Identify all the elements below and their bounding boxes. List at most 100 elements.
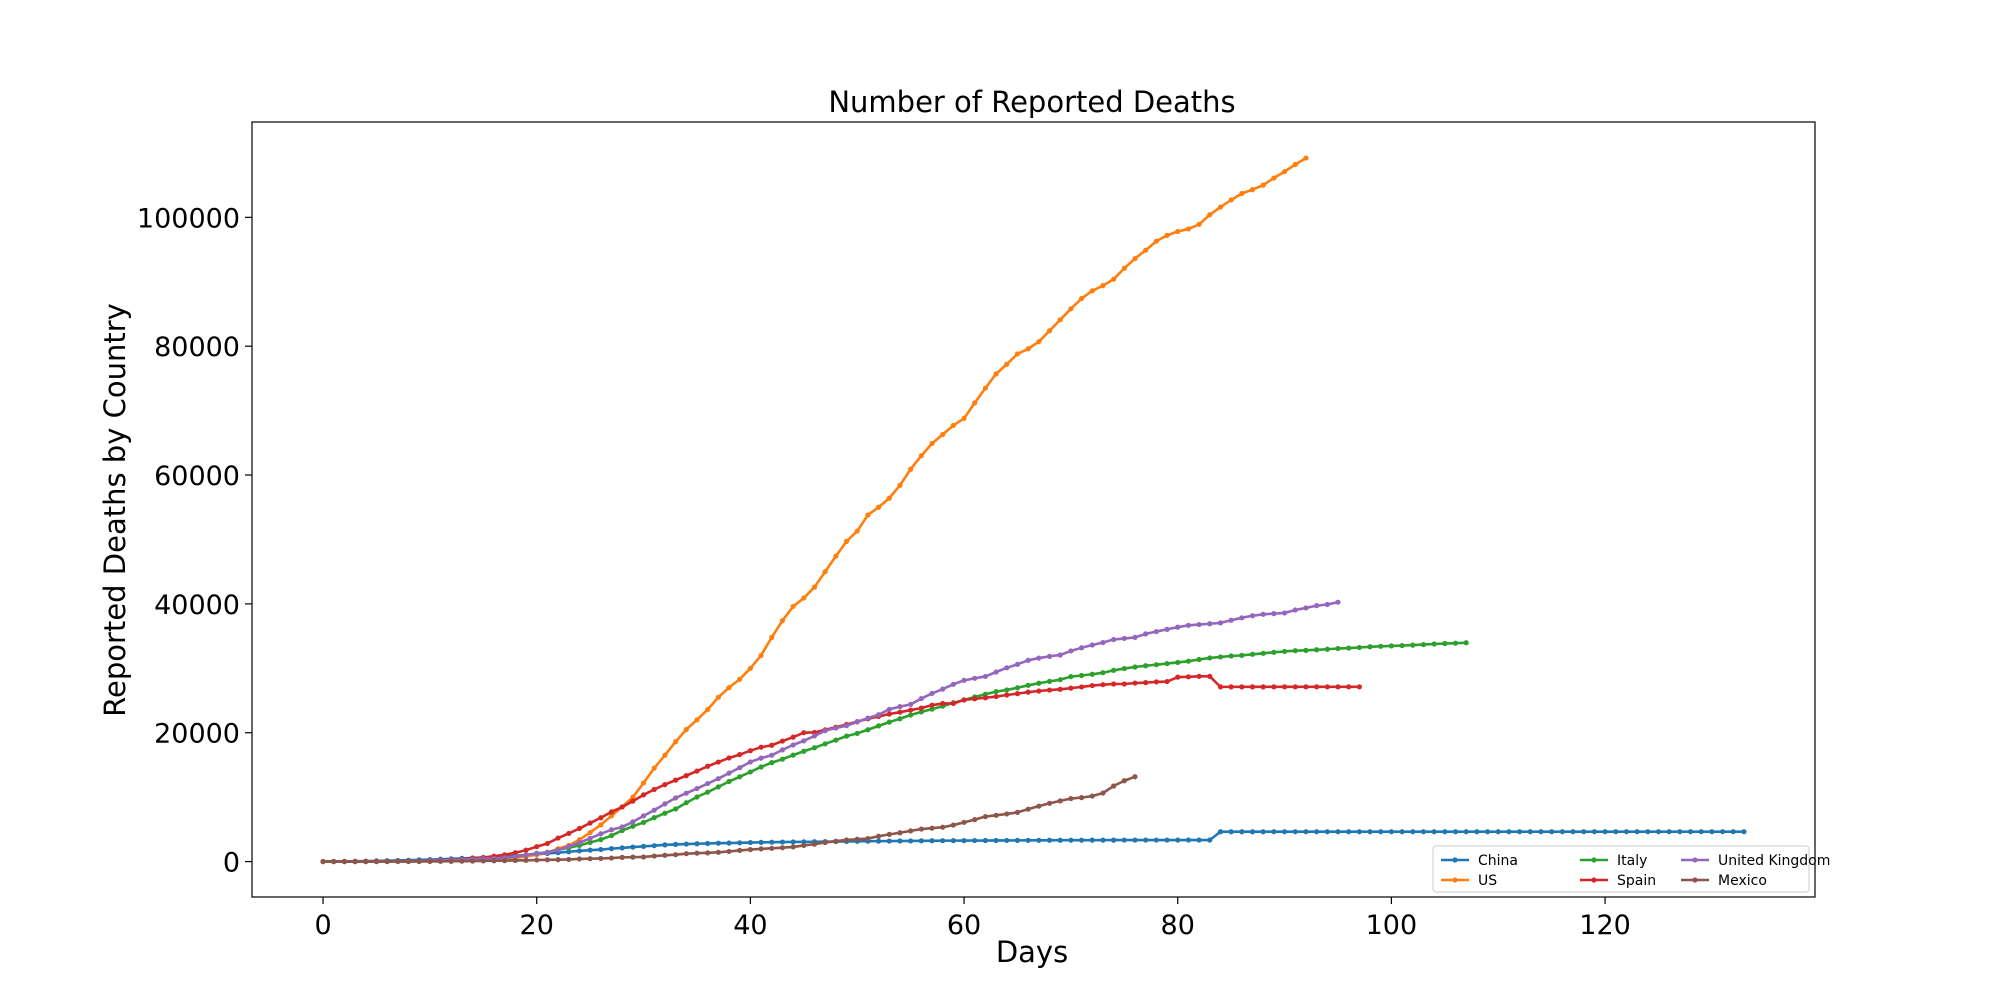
- data-point: [1025, 806, 1031, 812]
- data-point: [737, 774, 743, 780]
- data-point: [972, 817, 978, 823]
- data-point: [1271, 829, 1277, 835]
- data-point: [1057, 837, 1063, 843]
- data-point: [886, 719, 892, 725]
- data-point: [1207, 837, 1213, 843]
- data-point: [651, 815, 657, 821]
- data-point: [1228, 829, 1234, 835]
- data-point: [437, 858, 444, 864]
- data-point: [673, 806, 679, 812]
- data-point: [1506, 829, 1512, 835]
- data-point: [1014, 837, 1021, 843]
- data-point: [1303, 829, 1309, 835]
- data-point: [555, 847, 561, 853]
- data-point: [897, 704, 903, 710]
- data-point: [1036, 655, 1042, 661]
- data-point: [544, 840, 551, 847]
- data-point: [1004, 665, 1010, 671]
- data-point: [1239, 684, 1245, 690]
- data-point: [1346, 829, 1352, 835]
- data-point: [1217, 829, 1224, 835]
- data-point: [1132, 837, 1138, 843]
- data-point: [908, 712, 914, 718]
- data-point: [1367, 829, 1373, 835]
- data-point: [1121, 837, 1127, 843]
- x-axis-label: Days: [996, 935, 1068, 969]
- data-point: [1314, 647, 1320, 653]
- data-point: [737, 847, 743, 854]
- data-point: [1239, 615, 1245, 621]
- data-point: [886, 831, 892, 837]
- data-point: [1228, 197, 1234, 203]
- data-point: [790, 844, 796, 850]
- data-point: [630, 854, 636, 860]
- data-point: [1314, 603, 1320, 609]
- data-point: [1303, 647, 1309, 653]
- legend-label: Spain: [1617, 873, 1656, 889]
- data-point: [886, 838, 892, 844]
- data-point: [779, 756, 786, 762]
- data-point: [769, 742, 775, 748]
- data-point: [566, 830, 572, 837]
- data-point: [1100, 670, 1106, 676]
- data-point: [875, 833, 882, 839]
- data-point: [875, 712, 882, 718]
- data-point: [1046, 687, 1053, 693]
- data-point: [1068, 837, 1074, 843]
- data-point: [1324, 684, 1330, 690]
- data-point: [459, 858, 465, 864]
- data-point: [640, 819, 647, 826]
- data-point: [747, 839, 753, 846]
- data-point: [1228, 684, 1234, 690]
- data-point: [843, 837, 850, 843]
- data-point: [822, 839, 828, 846]
- data-point: [1057, 686, 1063, 692]
- data-point: [566, 843, 572, 850]
- data-point: [640, 843, 647, 849]
- data-point: [1185, 674, 1192, 680]
- data-point: [897, 830, 903, 836]
- data-point: [1271, 611, 1277, 617]
- data-point: [940, 824, 946, 830]
- data-point: [1303, 605, 1309, 611]
- data-point: [1014, 351, 1021, 357]
- data-point: [384, 858, 390, 865]
- data-point: [1602, 829, 1608, 835]
- data-point: [1217, 654, 1224, 660]
- data-point: [737, 765, 743, 771]
- data-point: [950, 700, 956, 707]
- x-tick-label: 60: [947, 910, 981, 941]
- data-point: [982, 385, 989, 391]
- data-point: [1677, 829, 1683, 835]
- data-point: [1410, 829, 1416, 835]
- data-point: [726, 840, 732, 846]
- data-point: [726, 685, 732, 691]
- data-point: [1025, 837, 1031, 843]
- data-point: [1324, 829, 1330, 835]
- y-tick-label: 0: [223, 848, 240, 879]
- data-point: [801, 842, 807, 849]
- data-point: [1014, 691, 1021, 697]
- legend-item-mexico: Mexico: [1681, 873, 1767, 889]
- data-point: [640, 792, 647, 798]
- data-point: [587, 835, 593, 841]
- data-point: [908, 838, 914, 844]
- data-point: [512, 854, 518, 860]
- data-point: [1463, 640, 1469, 646]
- data-point: [1185, 837, 1192, 843]
- data-point: [630, 794, 636, 800]
- data-point: [683, 726, 689, 733]
- data-point: [833, 838, 839, 844]
- data-point: [726, 770, 732, 776]
- data-point: [908, 707, 914, 713]
- data-point: [801, 595, 807, 601]
- data-point: [1164, 626, 1170, 632]
- data-point: [1196, 837, 1202, 843]
- data-point: [1100, 283, 1106, 289]
- data-point: [1153, 837, 1159, 843]
- data-point: [705, 850, 711, 856]
- data-point: [1228, 617, 1234, 623]
- data-point: [747, 759, 753, 765]
- chart-title: Number of Reported Deaths: [828, 85, 1235, 119]
